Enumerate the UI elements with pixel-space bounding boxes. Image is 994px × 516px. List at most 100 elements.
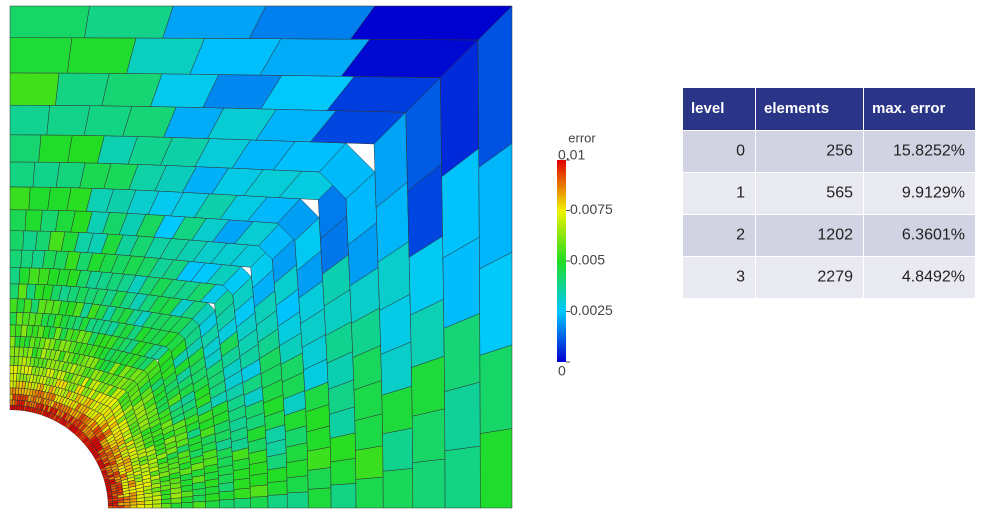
mesh-cell (108, 506, 113, 508)
mesh-cell (161, 503, 171, 508)
mesh-cell (17, 299, 25, 313)
figure: error 0.010.00750.0050.00250 levelelemen… (0, 0, 994, 511)
mesh-cell (12, 400, 15, 405)
mesh-cell (10, 388, 13, 394)
mesh-cell (356, 477, 383, 508)
cell-text: 2 (736, 227, 745, 244)
mesh-cell (331, 458, 356, 485)
mesh-cell (10, 312, 17, 325)
mesh-cell (26, 284, 36, 299)
mesh-cell (20, 336, 26, 347)
mesh-cell (10, 325, 16, 337)
mesh-cell (331, 483, 356, 508)
header-text: elements (764, 100, 829, 117)
cell-text: 6.3601% (902, 227, 965, 244)
mesh-cell (19, 268, 30, 284)
mesh-cell (13, 394, 16, 400)
mesh-cell (10, 105, 50, 135)
cell-text: 565 (826, 185, 853, 202)
header-text: level (691, 100, 724, 117)
colorbar-title: error (568, 130, 596, 145)
mesh-cell (32, 250, 45, 268)
mesh-cell (10, 250, 22, 268)
cell-text: 1 (736, 185, 745, 202)
mesh-cell (181, 496, 193, 502)
mesh-cell (14, 357, 18, 366)
mesh-cell (144, 504, 152, 508)
mesh-cell (193, 501, 206, 508)
mesh-cell (15, 325, 21, 337)
page: error 0.010.00750.0050.00250 levelelemen… (0, 0, 994, 511)
mesh-cell (10, 187, 30, 210)
mesh-cell (35, 231, 51, 251)
mesh-cell (124, 505, 130, 508)
mesh-cell (113, 506, 118, 508)
mesh-plot (10, 6, 512, 508)
mesh-cell (383, 428, 413, 471)
mesh-cell (23, 231, 38, 250)
mesh-cell (287, 476, 308, 493)
mesh-cell (413, 459, 445, 508)
mesh-cell (268, 494, 287, 508)
mesh-cell (308, 467, 331, 489)
mesh-cell (163, 6, 266, 39)
cell-text: 256 (826, 143, 853, 160)
mesh-cell (206, 501, 220, 508)
mesh-cell (268, 481, 287, 496)
mesh-cell (22, 313, 29, 326)
mesh-cell (13, 388, 16, 394)
mesh-cell (10, 347, 15, 357)
mesh-cell (10, 374, 13, 381)
mesh-cell (205, 493, 219, 501)
mesh-cell (480, 428, 512, 508)
mesh-cell (137, 505, 144, 508)
cell-text: 15.8252% (893, 143, 965, 160)
mesh-cell (10, 400, 12, 405)
mesh-cell (10, 73, 59, 105)
mesh-cell (25, 210, 42, 231)
mesh-cell (479, 252, 512, 355)
mesh-cell (12, 405, 14, 410)
colorbar-tick-label: 0.005 (570, 252, 605, 268)
mesh-cell (219, 499, 234, 508)
cell-text: 3 (736, 269, 745, 286)
mesh-cell (55, 73, 109, 106)
mesh-cell (67, 38, 136, 74)
mesh-cell (19, 347, 24, 357)
header-text: max. error (872, 100, 946, 117)
cell-text: 2279 (817, 269, 853, 286)
mesh-cell (40, 210, 59, 231)
mesh-cell (16, 312, 23, 325)
mesh-cell (234, 488, 250, 499)
mesh-cell (17, 366, 21, 374)
colorbar-tick-label: 0 (558, 363, 566, 379)
mesh-cell (480, 345, 512, 434)
mesh-cell (193, 495, 206, 502)
mesh-cell (14, 347, 19, 357)
mesh-cell (219, 491, 234, 500)
colorbar-tick-label: 0.0025 (570, 302, 613, 318)
mesh-cell (13, 381, 16, 388)
mesh-cell (10, 357, 14, 366)
mesh-cell (10, 38, 72, 73)
mesh-cell (153, 504, 162, 508)
cell-text: 0 (736, 143, 745, 160)
mesh-cell (10, 135, 41, 162)
mesh-cell (10, 365, 14, 373)
mesh-cell (10, 336, 15, 347)
mesh-cell (308, 488, 331, 508)
mesh-cell (24, 299, 32, 313)
mesh-cell (29, 268, 40, 285)
mesh-cell (130, 505, 137, 508)
mesh-cell (445, 446, 480, 508)
table: levelelementsmax. error025615.8252%15659… (683, 88, 975, 298)
mesh-cell (161, 499, 171, 504)
mesh-cell (10, 162, 35, 187)
mesh-cell (10, 268, 20, 284)
colorbar (557, 160, 566, 362)
mesh-cell (14, 365, 18, 373)
mesh-cell (39, 135, 73, 163)
mesh-cell (171, 503, 182, 508)
mesh-cell (10, 6, 90, 38)
mesh-cell (10, 231, 24, 250)
